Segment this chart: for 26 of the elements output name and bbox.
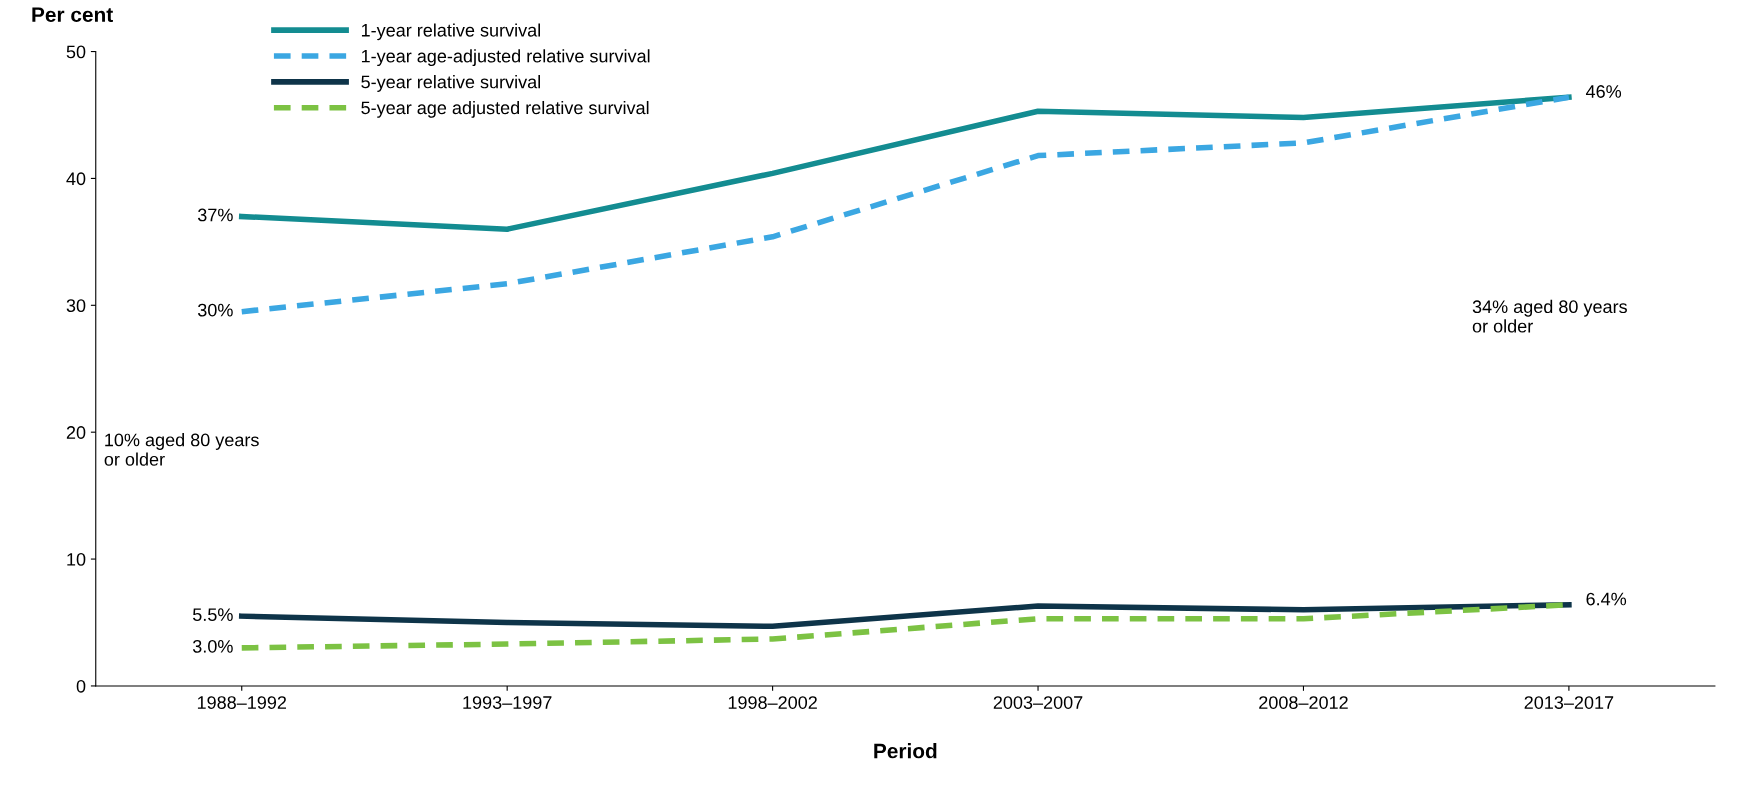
legend-label: 1-year age-adjusted relative survival bbox=[361, 49, 650, 67]
x-tick-label: 1998–2002 bbox=[728, 696, 817, 709]
annotation: 10% aged 80 years or older bbox=[104, 433, 259, 466]
annotation: 34% aged 80 years or older bbox=[1472, 299, 1627, 333]
y-tick-label: 30 bbox=[66, 299, 86, 313]
x-tick-label: 2008–2012 bbox=[1259, 696, 1348, 709]
y-tick-label: 50 bbox=[66, 45, 86, 59]
y-tick-label: 0 bbox=[76, 679, 86, 693]
y-tick-label: 10 bbox=[67, 553, 86, 566]
legend-label: 1-year relative survival bbox=[361, 23, 540, 41]
y-tick-label: 20 bbox=[66, 426, 86, 439]
y-axis-title: Per cent bbox=[32, 7, 113, 23]
x-tick-label: 1993–1997 bbox=[463, 696, 552, 709]
x-tick-label: 1988–1992 bbox=[197, 696, 287, 709]
x-tick-label: 2013–2017 bbox=[1524, 696, 1614, 709]
data-label: 30% bbox=[197, 303, 233, 317]
y-tick-label: 40 bbox=[66, 172, 86, 186]
legend-label: 5-year age adjusted relative survival bbox=[361, 100, 649, 118]
x-tick-label: 2003–2007 bbox=[993, 696, 1083, 709]
data-label: 37% bbox=[197, 208, 233, 222]
data-label: 5.5% bbox=[192, 608, 233, 622]
x-axis-title: Period bbox=[874, 743, 937, 759]
legend-label: 5-year relative survival bbox=[361, 75, 540, 92]
data-label: 6.4% bbox=[1586, 592, 1627, 606]
data-label: 3.0% bbox=[192, 639, 233, 653]
data-label: 46% bbox=[1585, 85, 1622, 98]
